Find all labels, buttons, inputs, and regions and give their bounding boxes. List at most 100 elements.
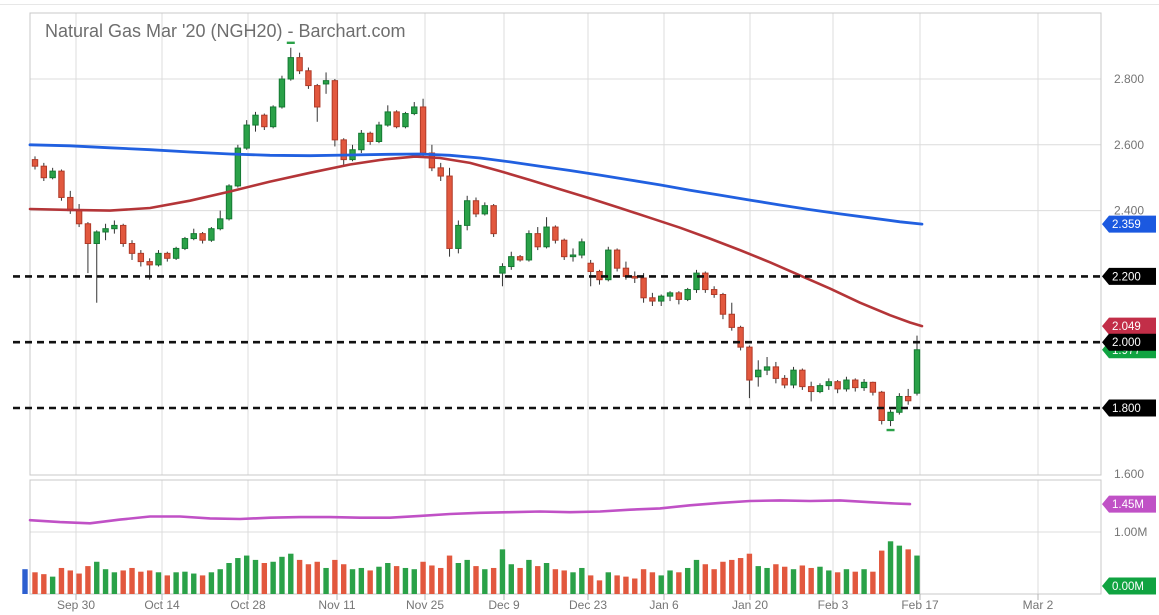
candle-body[interactable] bbox=[393, 111, 400, 128]
candle-body[interactable] bbox=[737, 326, 744, 348]
candle-body[interactable] bbox=[261, 114, 268, 128]
candle-body[interactable] bbox=[102, 228, 109, 233]
candle-body[interactable] bbox=[710, 289, 718, 295]
candle-body[interactable] bbox=[428, 152, 436, 169]
candle-body[interactable] bbox=[120, 224, 127, 244]
candle-body[interactable] bbox=[640, 277, 647, 299]
candle-body[interactable] bbox=[781, 377, 788, 386]
candle-body[interactable] bbox=[569, 254, 577, 258]
candle-body[interactable] bbox=[684, 289, 691, 300]
candle-body[interactable] bbox=[278, 78, 286, 108]
candle-body[interactable] bbox=[472, 200, 480, 215]
candle-body[interactable] bbox=[825, 381, 832, 387]
candle-body[interactable] bbox=[658, 295, 665, 302]
candle-body[interactable] bbox=[887, 411, 894, 422]
candle-body[interactable] bbox=[649, 297, 656, 302]
candle-body[interactable] bbox=[31, 159, 39, 167]
candle-body[interactable] bbox=[234, 147, 242, 187]
candle-body[interactable] bbox=[269, 106, 277, 128]
candle-body[interactable] bbox=[366, 132, 374, 143]
candle-body[interactable] bbox=[208, 228, 215, 241]
candle-body[interactable] bbox=[508, 256, 515, 268]
candle-body[interactable] bbox=[719, 293, 727, 315]
candle-body[interactable] bbox=[693, 272, 700, 291]
candle-body[interactable] bbox=[904, 395, 912, 402]
candle-body[interactable] bbox=[807, 386, 815, 393]
candle-body[interactable] bbox=[322, 80, 330, 85]
candle-body[interactable] bbox=[561, 239, 568, 258]
candle-body[interactable] bbox=[252, 114, 259, 126]
candle-body[interactable] bbox=[296, 57, 303, 72]
candle-body[interactable] bbox=[666, 292, 674, 297]
candle-body[interactable] bbox=[402, 113, 409, 128]
candle-body[interactable] bbox=[552, 226, 559, 241]
candle-body[interactable] bbox=[869, 381, 877, 393]
candle-body[interactable] bbox=[111, 224, 118, 230]
candle-body[interactable] bbox=[913, 349, 921, 394]
candle-body[interactable] bbox=[199, 233, 206, 241]
candle-body[interactable] bbox=[834, 381, 841, 390]
candle-body[interactable] bbox=[137, 252, 145, 263]
candle-body[interactable] bbox=[287, 57, 294, 80]
candle-body[interactable] bbox=[40, 165, 48, 179]
candle-body[interactable] bbox=[631, 275, 638, 279]
candle-body[interactable] bbox=[896, 395, 903, 413]
candle-body[interactable] bbox=[146, 261, 153, 266]
candle-body[interactable] bbox=[93, 231, 100, 245]
candle-body[interactable] bbox=[763, 366, 771, 371]
candle-body[interactable] bbox=[463, 200, 471, 226]
candle-body[interactable] bbox=[481, 205, 489, 215]
candle-body[interactable] bbox=[331, 80, 339, 141]
candle-body[interactable] bbox=[755, 369, 762, 378]
candle-body[interactable] bbox=[155, 252, 162, 266]
candle-body[interactable] bbox=[605, 249, 612, 281]
candle-body[interactable] bbox=[816, 385, 824, 393]
support-resistance-lines[interactable] bbox=[13, 275, 1101, 410]
candle-body[interactable] bbox=[843, 379, 850, 390]
candle-body[interactable] bbox=[852, 379, 859, 389]
candle-body[interactable] bbox=[411, 106, 418, 115]
candle-body[interactable] bbox=[217, 218, 224, 230]
candle-body[interactable] bbox=[437, 167, 444, 177]
candle-body[interactable] bbox=[790, 369, 797, 386]
candle-body[interactable] bbox=[746, 346, 753, 381]
candle-body[interactable] bbox=[49, 170, 56, 179]
candle-body[interactable] bbox=[490, 205, 497, 235]
candle-body[interactable] bbox=[128, 243, 136, 254]
candle-body[interactable] bbox=[675, 292, 683, 300]
candle-body[interactable] bbox=[419, 106, 427, 154]
candle-body[interactable] bbox=[543, 226, 550, 248]
candle-body[interactable] bbox=[225, 185, 233, 220]
candle-body[interactable] bbox=[340, 139, 347, 161]
candle-body[interactable] bbox=[525, 233, 533, 261]
candle-body[interactable] bbox=[878, 391, 885, 422]
candle-body[interactable] bbox=[516, 256, 524, 261]
candle-body[interactable] bbox=[164, 252, 171, 259]
candle-body[interactable] bbox=[384, 111, 392, 126]
candle-body[interactable] bbox=[58, 170, 65, 198]
candle-body[interactable] bbox=[499, 266, 506, 274]
candle-body[interactable] bbox=[578, 241, 586, 256]
candle-body[interactable] bbox=[314, 85, 321, 108]
candle-body[interactable] bbox=[728, 313, 735, 328]
candle-body[interactable] bbox=[375, 124, 383, 143]
candle-body[interactable] bbox=[190, 233, 197, 240]
candle-body[interactable] bbox=[84, 223, 92, 244]
candle-body[interactable] bbox=[181, 238, 189, 249]
candle-body[interactable] bbox=[455, 224, 462, 249]
candle-body[interactable] bbox=[534, 233, 541, 248]
candle-body[interactable] bbox=[587, 262, 594, 272]
candle-body[interactable] bbox=[358, 132, 365, 151]
candle-body[interactable] bbox=[772, 366, 780, 379]
candle-body[interactable] bbox=[75, 210, 83, 225]
candle-body[interactable] bbox=[702, 272, 709, 291]
candle-body[interactable] bbox=[613, 249, 621, 269]
candle-body[interactable] bbox=[799, 369, 806, 388]
candle-body[interactable] bbox=[172, 247, 180, 259]
candle-body[interactable] bbox=[243, 124, 250, 149]
candlestick-series[interactable] bbox=[31, 47, 921, 427]
candle-body[interactable] bbox=[305, 70, 312, 87]
candle-body[interactable] bbox=[446, 175, 453, 249]
candle-body[interactable] bbox=[860, 381, 868, 389]
